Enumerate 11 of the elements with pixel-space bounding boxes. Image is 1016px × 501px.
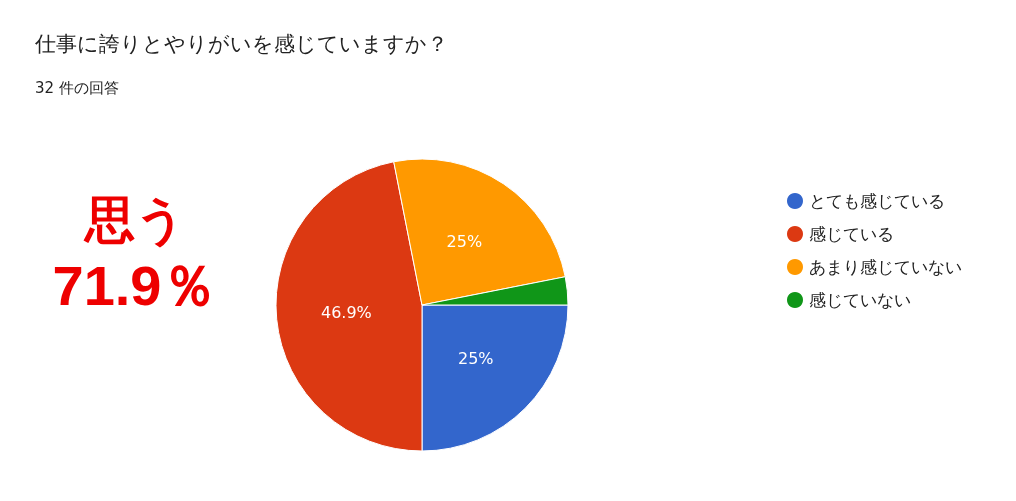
data-label: 46.9% [320,302,372,322]
text: 思う [82,192,186,248]
legend-label: 感じていない [809,290,911,310]
legend-label: あまり感じていない [809,257,962,277]
data-label: 25% [446,232,483,252]
data-label: 25% [457,349,494,369]
legend-label: とても感じている [809,191,945,211]
text: 71.9％ [52,253,218,317]
legend-label: 感じている [809,224,894,244]
text: 32 件の回答 [35,78,119,97]
chart-title: 仕事に誇りとやりがいを感じていますか？ [34,31,448,56]
